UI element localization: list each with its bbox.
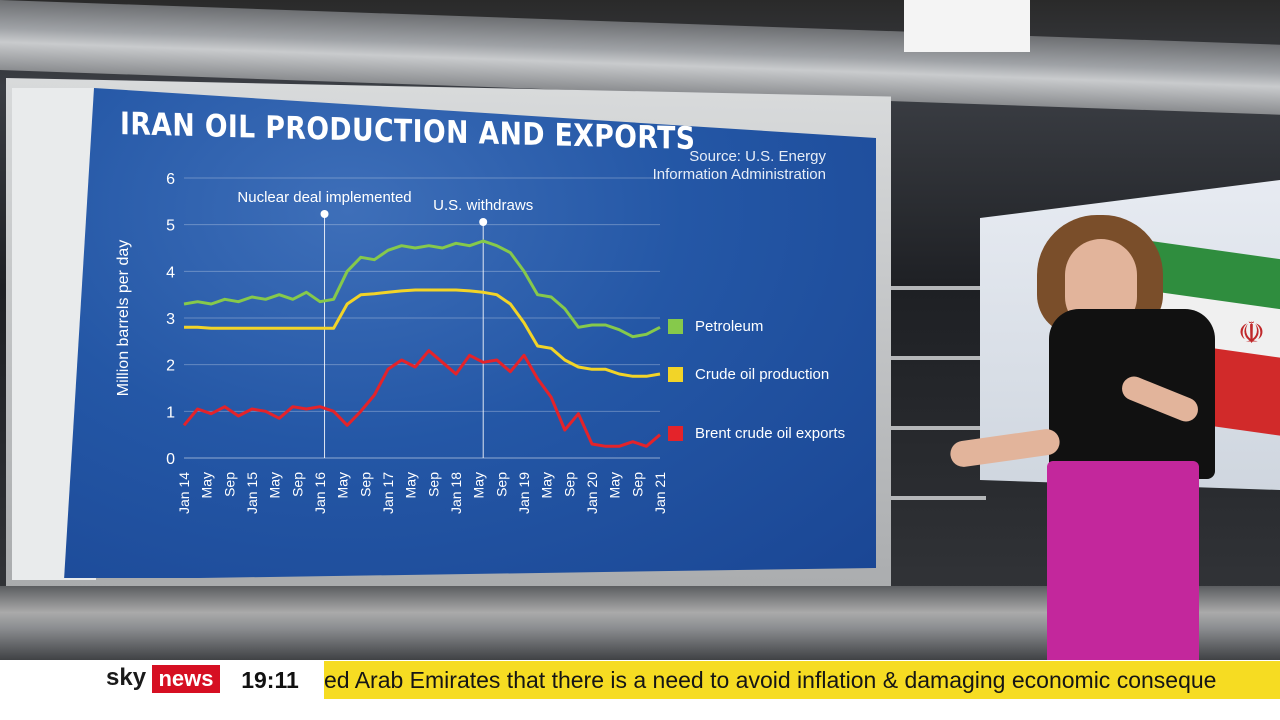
rail xyxy=(876,356,986,360)
chart-source: Source: U.S. Energy Information Administ… xyxy=(652,148,826,183)
bottom-strip xyxy=(0,700,1280,720)
x-tick-label: Jan 19 xyxy=(516,472,532,514)
x-tick-label: Jan 20 xyxy=(584,472,600,514)
x-tick-label: May xyxy=(539,472,555,498)
rail xyxy=(876,496,986,500)
legend-label-brent-exports: Brent crude oil exports xyxy=(695,425,846,442)
x-tick-label: May xyxy=(199,472,215,498)
sky-logo: sky xyxy=(106,664,147,691)
y-tick-label: 5 xyxy=(166,218,175,235)
y-tick-label: 4 xyxy=(166,264,175,281)
legend-item-brent-exports: Brent crude oil exports xyxy=(668,425,845,442)
x-tick-label: Sep xyxy=(561,472,577,497)
ceiling-light xyxy=(904,0,1030,52)
ticker-crawl: ed Arab Emirates that there is a need to… xyxy=(324,661,1280,699)
annotation-label: U.S. withdraws xyxy=(433,197,533,214)
broadcast-clock: 19:11 xyxy=(241,667,299,693)
legend-swatch-crude-production xyxy=(668,367,683,382)
x-tick-label: Sep xyxy=(357,472,373,497)
rail xyxy=(876,286,986,290)
x-tick-label: May xyxy=(471,472,487,498)
x-tick-label: Jan 21 xyxy=(652,472,668,514)
chart-screen xyxy=(64,88,876,578)
series-line-1 xyxy=(184,288,661,378)
news-logo: news xyxy=(152,665,220,693)
x-tick-label: Sep xyxy=(221,472,237,497)
legend-item-crude-production: Crude oil production xyxy=(668,366,829,383)
x-tick-label: Sep xyxy=(629,472,645,497)
x-tick-label: May xyxy=(335,472,351,498)
x-tick-label: Sep xyxy=(289,472,305,497)
rail xyxy=(876,426,986,430)
annotation-dot xyxy=(479,218,488,226)
y-tick-label: 3 xyxy=(166,311,175,328)
series-line-0 xyxy=(183,239,661,339)
y-tick-label: 2 xyxy=(166,358,175,375)
legend-item-petroleum: Petroleum xyxy=(668,318,763,335)
x-tick-label: May xyxy=(267,472,283,498)
x-tick-label: Sep xyxy=(493,472,509,497)
annotation-label: Nuclear deal implemented xyxy=(237,189,411,206)
x-tick-label: Sep xyxy=(425,472,441,497)
legend-swatch-brent-exports xyxy=(668,426,683,441)
annotation-dot xyxy=(320,210,329,218)
y-tick-label: 6 xyxy=(166,171,175,188)
legend-label-petroleum: Petroleum xyxy=(695,318,764,335)
iran-emblem-icon: ☫ xyxy=(1238,316,1265,351)
x-tick-label: Jan 15 xyxy=(244,472,260,514)
x-tick-label: Jan 14 xyxy=(176,472,192,514)
x-tick-label: May xyxy=(403,472,419,498)
legend-swatch-petroleum xyxy=(668,319,683,334)
series-line-2 xyxy=(182,349,661,448)
presenter-trousers xyxy=(1047,461,1199,660)
ticker-text: ed Arab Emirates that there is a need to… xyxy=(324,667,1217,693)
x-tick-label: May xyxy=(607,472,623,498)
x-tick-label: Jan 16 xyxy=(312,472,328,514)
y-axis-label: Million barrels per day xyxy=(115,240,132,397)
y-tick-label: 0 xyxy=(166,451,175,468)
x-tick-label: Jan 17 xyxy=(380,472,396,514)
y-tick-label: 1 xyxy=(166,404,175,421)
legend-label-crude-production: Crude oil production xyxy=(695,366,830,383)
presenter xyxy=(948,215,1225,660)
x-tick-label: Jan 18 xyxy=(448,472,464,514)
